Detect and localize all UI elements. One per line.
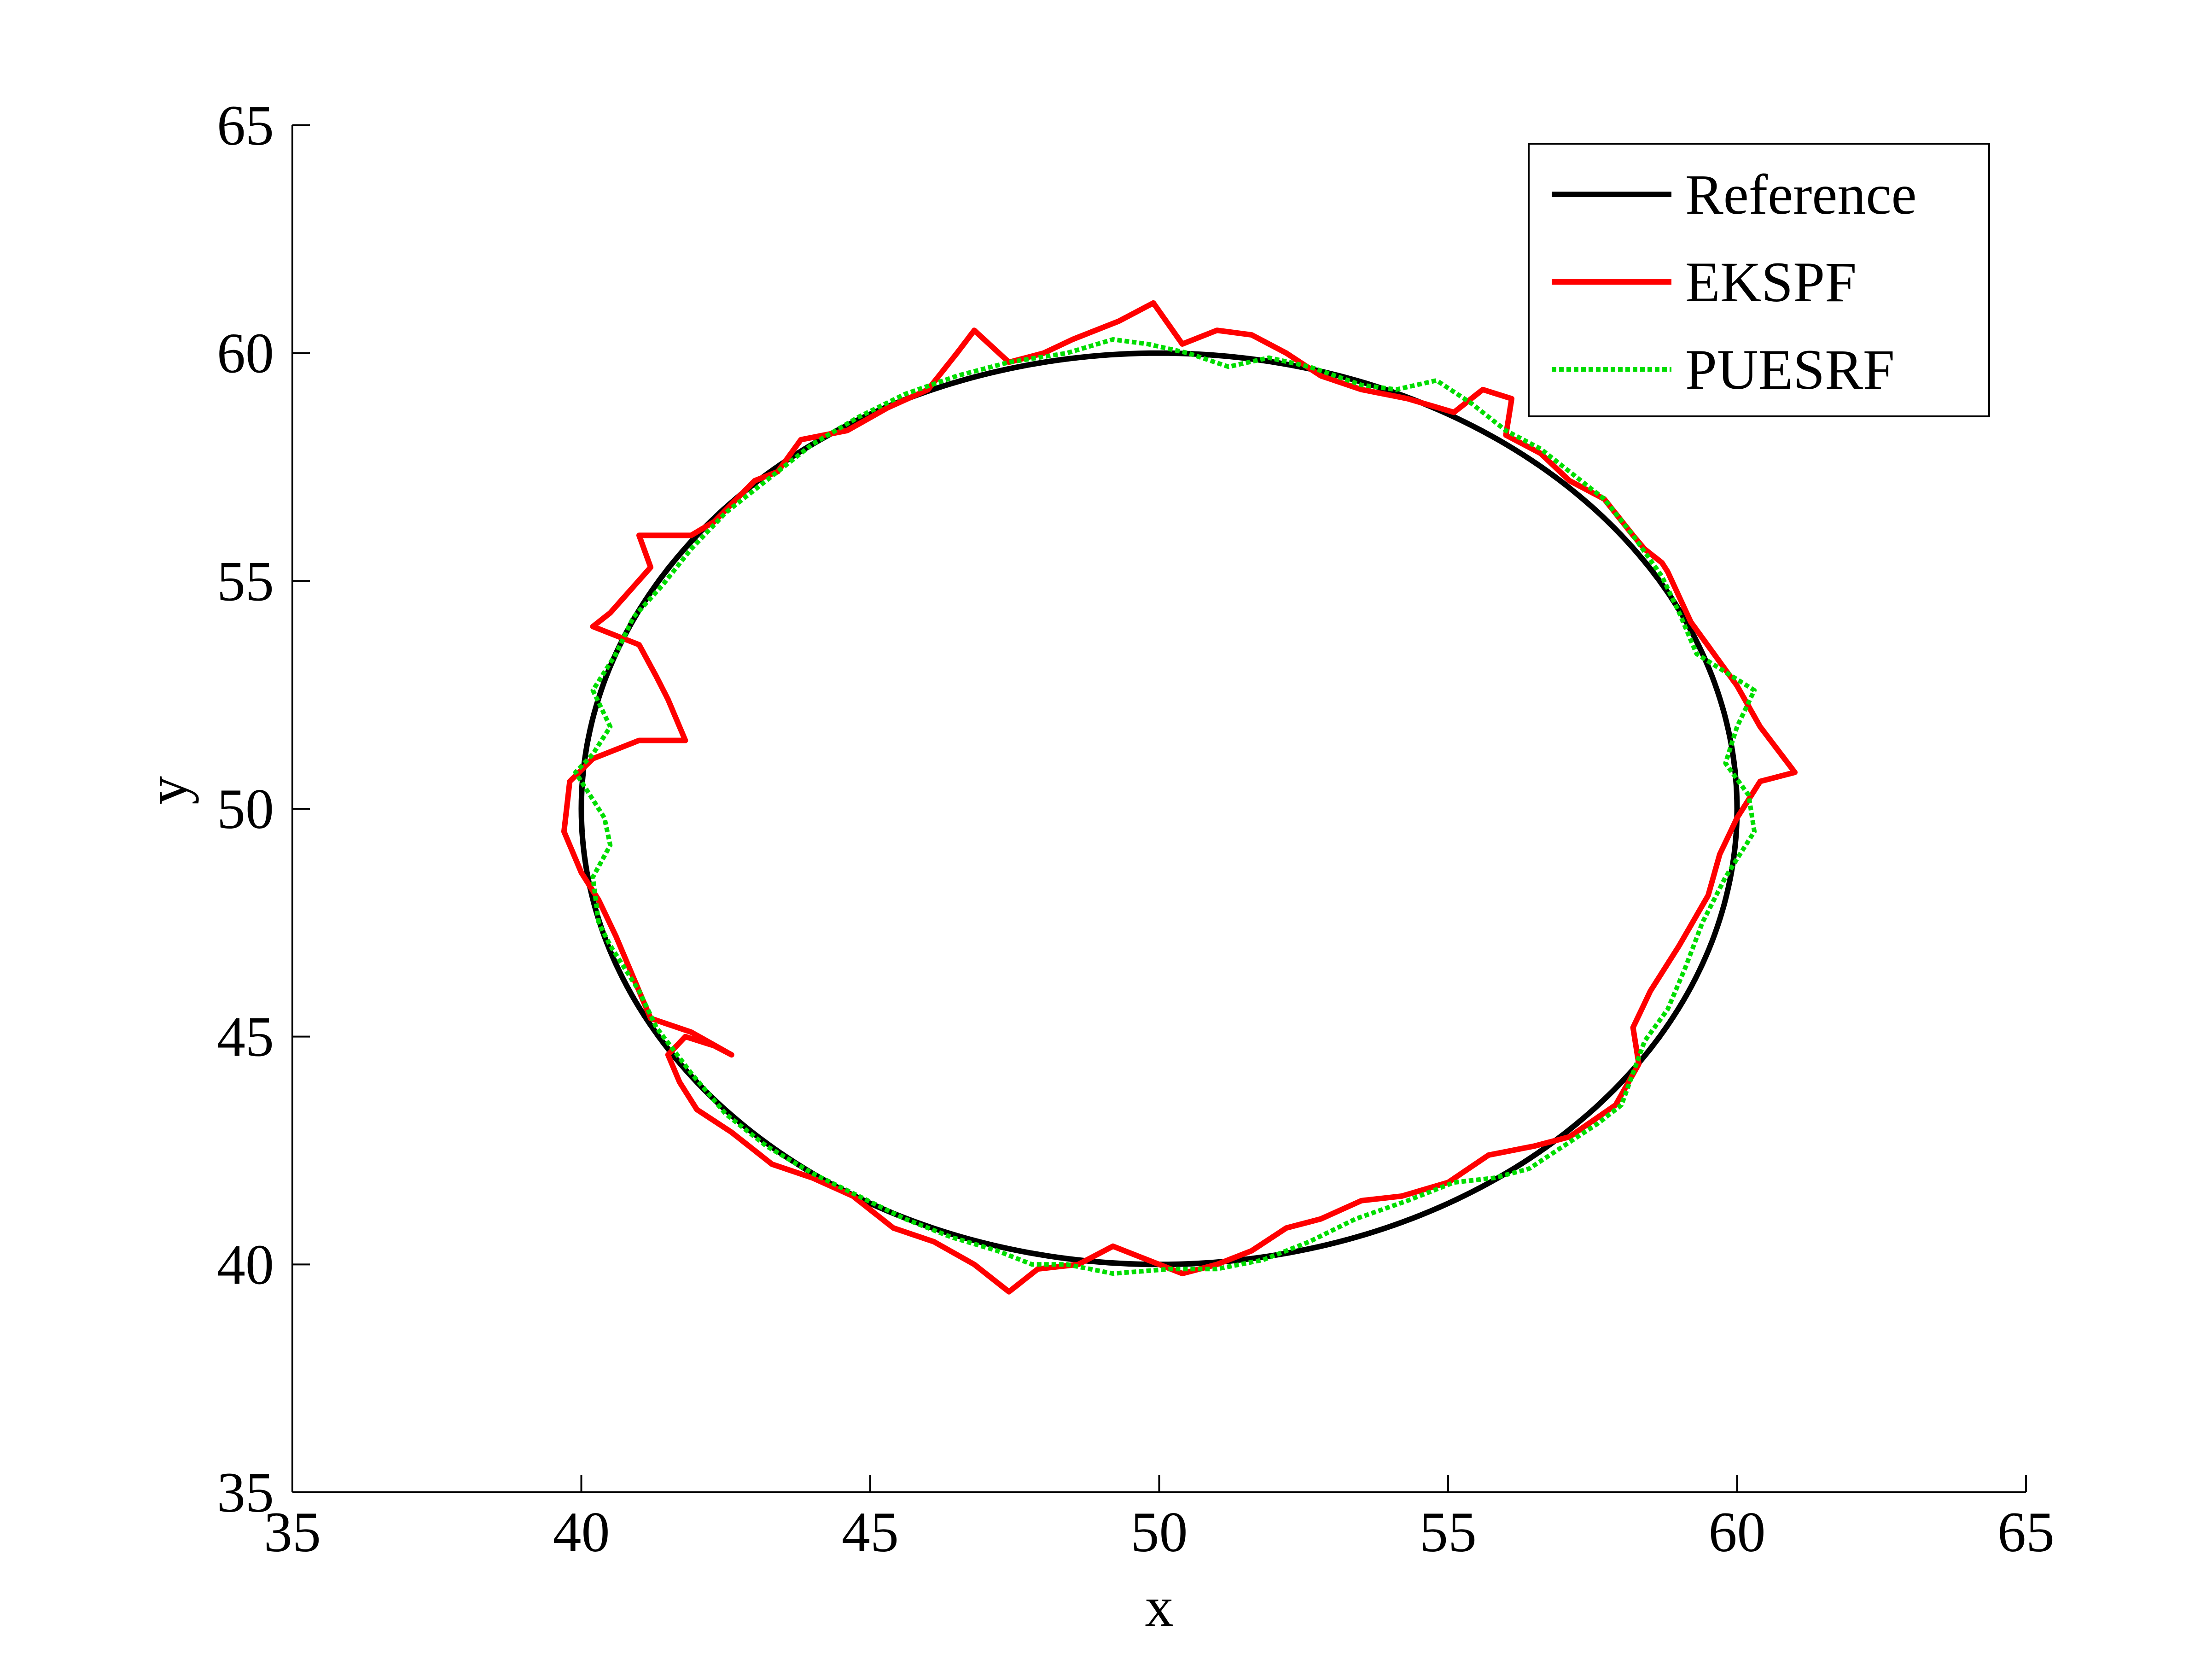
legend-label-puesrf: PUESRF bbox=[1685, 338, 1895, 401]
axes bbox=[291, 124, 2027, 1493]
x-axis-label: x bbox=[1145, 1575, 1174, 1638]
legend: Reference EKSPF PUESRF bbox=[1528, 143, 1990, 417]
x-tick-label: 65 bbox=[1997, 1501, 2055, 1564]
legend-label-reference: Reference bbox=[1685, 163, 1916, 226]
series-line-puesrf bbox=[573, 337, 1757, 1276]
plot-area bbox=[561, 300, 1798, 1295]
tick-labels: 35 40 45 50 55 60 65 35 40 45 50 55 60 65 bbox=[217, 94, 2055, 1564]
y-tick-label: 65 bbox=[217, 94, 274, 157]
legend-label-ekspf: EKSPF bbox=[1685, 251, 1857, 314]
x-tick-label: 60 bbox=[1709, 1501, 1766, 1564]
x-tick-label: 35 bbox=[264, 1501, 321, 1564]
x-tick-label: 45 bbox=[842, 1501, 899, 1564]
y-tick-label: 35 bbox=[217, 1461, 274, 1524]
y-axis-label: y bbox=[136, 776, 199, 805]
y-tick-label: 60 bbox=[217, 322, 274, 385]
x-tick-label: 50 bbox=[1131, 1501, 1188, 1564]
x-tick-label: 40 bbox=[553, 1501, 610, 1564]
y-tick-label: 50 bbox=[217, 777, 274, 841]
y-tick-label: 40 bbox=[217, 1233, 274, 1296]
series-line-reference bbox=[578, 350, 1740, 1268]
x-tick-label: 55 bbox=[1420, 1501, 1477, 1564]
y-tick-label: 55 bbox=[217, 549, 274, 613]
y-tick-label: 45 bbox=[217, 1005, 274, 1069]
